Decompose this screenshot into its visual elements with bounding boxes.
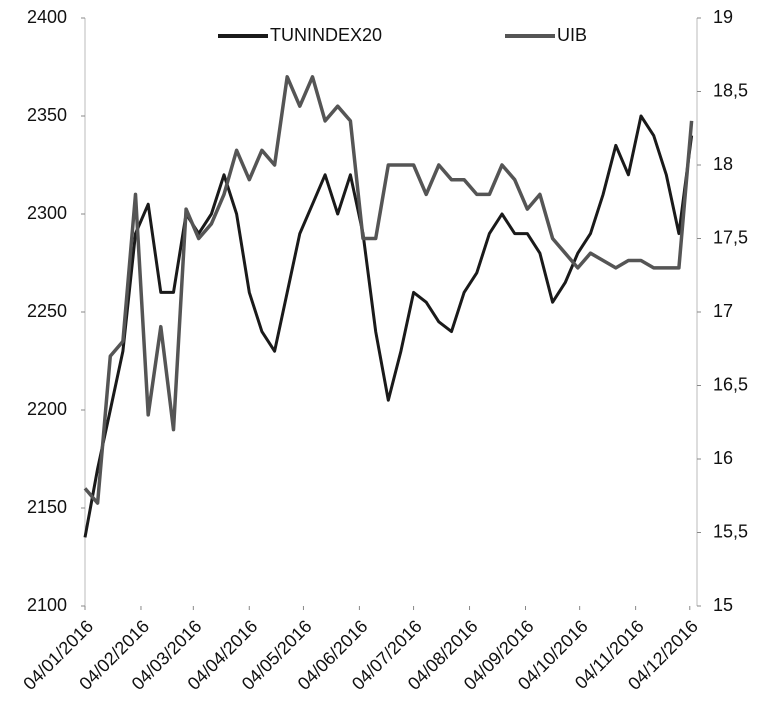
y-tick-label: 2200 xyxy=(27,399,67,419)
y2-tick-label: 15,5 xyxy=(713,521,748,541)
y2-tick-label: 19 xyxy=(713,7,733,27)
y-tick-label: 2150 xyxy=(27,497,67,517)
y2-tick-label: 18 xyxy=(713,154,733,174)
y2-tick-label: 18,5 xyxy=(713,80,748,100)
y-tick-label: 2400 xyxy=(27,7,67,27)
y-tick-label: 2250 xyxy=(27,301,67,321)
legend-label: UIB xyxy=(557,25,587,45)
series-line xyxy=(83,75,694,505)
y2-tick-label: 16 xyxy=(713,448,733,468)
y2-tick-label: 15 xyxy=(713,595,733,615)
y-tick-label: 2100 xyxy=(27,595,67,615)
y2-tick-label: 17,5 xyxy=(713,227,748,247)
y2-tick-label: 17 xyxy=(713,301,733,321)
series-line xyxy=(83,114,694,538)
legend-label: TUNINDEX20 xyxy=(270,25,382,45)
y-tick-label: 2350 xyxy=(27,105,67,125)
y-tick-label: 2300 xyxy=(27,203,67,223)
y2-tick-label: 16,5 xyxy=(713,374,748,394)
